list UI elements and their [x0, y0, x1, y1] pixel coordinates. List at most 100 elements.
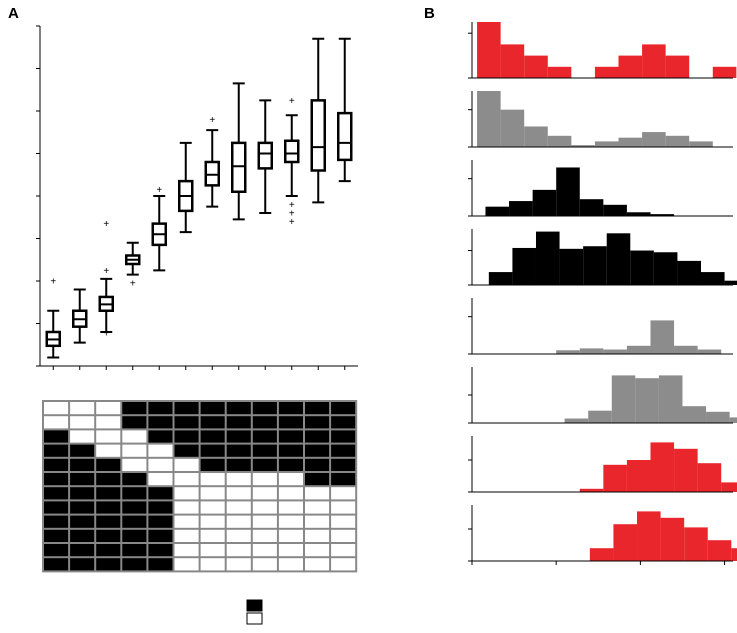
histogram-bar [535, 231, 560, 285]
histogram-bar [707, 540, 732, 561]
histogram-bar [689, 141, 713, 147]
outlier-marker: + [156, 185, 162, 196]
matrix-cell [44, 458, 69, 471]
matrix-cell [331, 430, 356, 443]
matrix-cell [174, 444, 199, 457]
histogram-bar [588, 410, 612, 423]
box-120: ++++ [284, 96, 300, 228]
outlier-marker: + [289, 96, 295, 107]
histogram-bar [697, 463, 722, 492]
box-105 [257, 99, 273, 214]
matrix-cell [278, 544, 303, 557]
matrix-cell [96, 487, 121, 500]
box-75: + [204, 115, 220, 208]
matrix-cell [226, 430, 251, 443]
box-10 [72, 288, 88, 344]
box-45: + [151, 185, 167, 272]
outlier-marker: + [103, 266, 109, 277]
histogram-hop [468, 22, 737, 79]
histogram-bar [637, 511, 661, 561]
histogram-bar [721, 482, 737, 492]
matrix-cell [44, 473, 69, 486]
histogram-panels [468, 22, 737, 565]
histogram-bar [559, 248, 584, 285]
matrix-cell [122, 529, 147, 542]
matrix-cell [331, 458, 356, 471]
histogram-bar [477, 91, 501, 147]
histogram-bar [724, 280, 737, 285]
histogram-bar [579, 488, 604, 492]
histogram-bar [642, 44, 666, 78]
matrix-cell [305, 458, 330, 471]
matrix-cell [226, 473, 251, 486]
matrix-cell [96, 529, 121, 542]
matrix-cell [278, 487, 303, 500]
histogram-bar [677, 260, 702, 285]
histogram-trot [468, 229, 737, 286]
matrix-cell [96, 558, 121, 571]
histogram-bar [532, 189, 557, 216]
matrix-cell [278, 402, 303, 415]
histogram-out-of-phase-walk [468, 91, 733, 148]
histogram-bar [650, 214, 675, 216]
matrix-cell [70, 402, 95, 415]
histogram-bar [500, 109, 525, 147]
histogram-bar [594, 141, 619, 147]
matrix-cell [148, 473, 173, 486]
matrix-cell [331, 444, 356, 457]
matrix-cell [70, 515, 95, 528]
matrix-cell [44, 416, 69, 429]
matrix-cell [200, 501, 225, 514]
box-5: + [45, 277, 61, 359]
matrix-cell [122, 444, 147, 457]
matrix-cell [305, 402, 330, 415]
matrix-cell [44, 402, 69, 415]
matrix-cell [96, 416, 121, 429]
histogram-bar [571, 145, 595, 147]
matrix-cell [44, 430, 69, 443]
matrix-cell [331, 544, 356, 557]
matrix-cell [122, 473, 147, 486]
matrix-cell [252, 430, 277, 443]
matrix-cell [252, 529, 277, 542]
box-iqr [310, 99, 326, 172]
matrix-cell [200, 487, 225, 500]
matrix-cell [278, 473, 303, 486]
histogram-bar [509, 201, 533, 216]
matrix-cell [122, 402, 147, 415]
matrix-cell [148, 529, 173, 542]
histogram-bar [682, 406, 707, 423]
legend-swatch-not-significant [246, 612, 263, 625]
matrix-cell [226, 501, 251, 514]
matrix-cell [70, 416, 95, 429]
histogram-transverse-gallop [468, 367, 737, 424]
matrix-cell [44, 487, 69, 500]
matrix-cell [305, 544, 330, 557]
matrix-cell [305, 430, 330, 443]
matrix-cell [200, 544, 225, 557]
matrix-cell [305, 473, 330, 486]
matrix-cell [44, 558, 69, 571]
matrix-cell [252, 487, 277, 500]
box-135 [310, 37, 326, 204]
histogram-bar [564, 418, 589, 423]
histogram-bar [674, 345, 698, 354]
matrix-cell [174, 529, 199, 542]
matrix-border [42, 400, 358, 573]
histogram-bar [579, 348, 604, 354]
histogram-bar [650, 442, 675, 492]
matrix-cell [226, 444, 251, 457]
matrix-cell [331, 416, 356, 429]
matrix-cell [122, 558, 147, 571]
matrix-cell [70, 544, 95, 557]
histogram-full-bound [468, 505, 737, 562]
matrix-cell [200, 458, 225, 471]
histogram-bar [603, 349, 627, 354]
matrix-cell [148, 515, 173, 528]
box-iqr [204, 160, 220, 187]
matrix-cell [278, 558, 303, 571]
matrix-cell [148, 444, 173, 457]
histogram-bar [650, 320, 675, 354]
matrix-cell [331, 487, 356, 500]
box-60 [178, 141, 194, 234]
